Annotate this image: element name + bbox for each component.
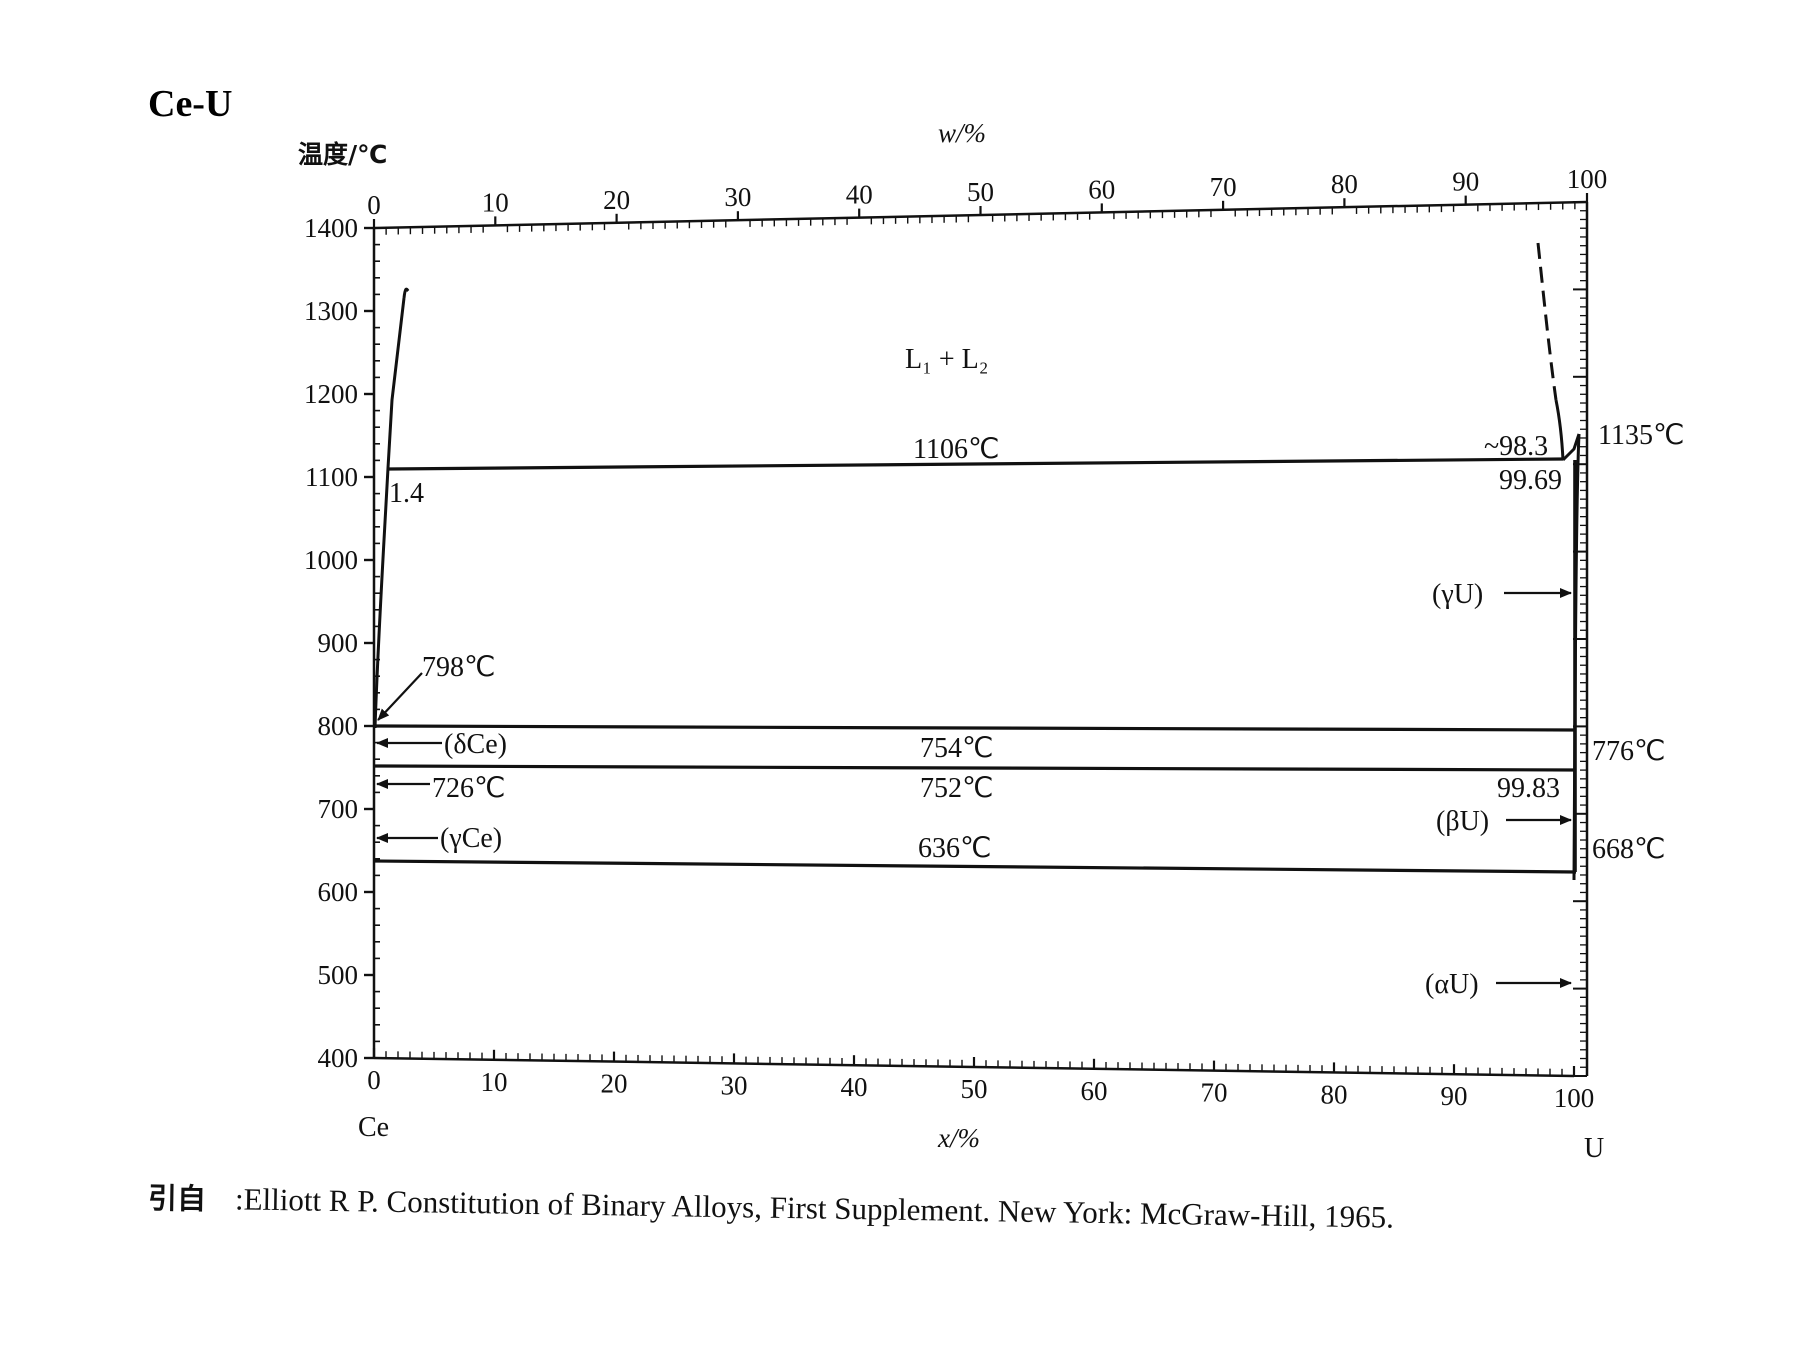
y-tick-label: 400 [318, 1043, 359, 1073]
region-l1-l2: L₁ + L₂ [905, 344, 989, 375]
label-754: 754℃ [920, 733, 993, 764]
phase-delta-ce: (δCe) [444, 729, 507, 760]
y-tick-label: 500 [318, 960, 359, 990]
bottom-tick-label: 80 [1321, 1079, 1348, 1109]
y-tick-label: 1100 [305, 462, 358, 492]
u-gap-dashed [1536, 242, 1558, 401]
phase-alpha-u: (αU) [1425, 969, 1479, 1000]
citation-text: :Elliott R P. Constitution of Binary All… [235, 1181, 1395, 1234]
y-tick-label: 800 [318, 711, 359, 741]
bottom-tick-label: 40 [841, 1072, 868, 1102]
y-tick-label: 1400 [304, 213, 358, 243]
y-axis-ticks: 1400 1300 1200 1100 1000 900 800 700 600 500 400 [304, 213, 380, 1073]
ce-liquidus-solid [373, 297, 406, 729]
label-comp-98-3: ~98.3 [1484, 431, 1548, 462]
phase-beta-u: (βU) [1436, 806, 1489, 837]
top-tick-label: 10 [482, 187, 509, 217]
top-tick-label: 50 [967, 177, 994, 207]
annotation-arrows [376, 588, 1572, 988]
label-668: 668℃ [1592, 834, 1665, 865]
top-tick-label: 60 [1088, 174, 1115, 204]
bottom-axis-ticks: 0 10 20 30 40 50 60 70 80 90 100 [367, 1048, 1594, 1113]
bottom-tick-label: 20 [601, 1069, 628, 1099]
isotherm-752 [373, 764, 1577, 772]
label-798: 798℃ [422, 652, 495, 683]
y-tick-label: 1000 [304, 545, 358, 575]
top-axis-ticks: 0 10 20 30 40 50 60 70 80 90 100 [367, 164, 1607, 235]
top-axis-label: w/% [938, 118, 986, 148]
bottom-axis-label: x/% [937, 1123, 980, 1153]
top-tick-label: 40 [846, 180, 873, 210]
plot-frame [372, 200, 1589, 1078]
label-752: 752℃ [920, 773, 993, 804]
isotherm-1106 [387, 457, 1564, 471]
element-u: U [1584, 1133, 1604, 1164]
element-ce: Ce [358, 1112, 389, 1143]
y-tick-label: 600 [318, 877, 359, 907]
bottom-tick-label: 60 [1081, 1076, 1108, 1106]
bottom-tick-label: 100 [1554, 1083, 1595, 1113]
citation-prefix: 引自 [148, 1181, 207, 1216]
bottom-tick-label: 50 [961, 1074, 988, 1104]
u-liquidus-rise [1561, 433, 1581, 462]
y-tick-label: 1200 [304, 379, 358, 409]
y-tick-label: 1300 [304, 296, 358, 326]
top-tick-label: 80 [1331, 169, 1358, 199]
u-gap-solid [1554, 399, 1565, 461]
top-tick-label: 20 [603, 185, 630, 215]
y-tick-label: 900 [318, 628, 359, 658]
bottom-tick-label: 30 [721, 1070, 748, 1100]
top-tick-label: 30 [724, 182, 751, 212]
top-tick-label: 100 [1567, 164, 1608, 194]
isotherm-754 [373, 724, 1577, 732]
top-tick-label: 0 [367, 190, 381, 220]
label-comp-99-83: 99.83 [1497, 773, 1560, 804]
diagram-title: Ce-U [148, 83, 232, 125]
label-776: 776℃ [1592, 736, 1665, 767]
label-726: 726℃ [432, 773, 505, 804]
top-tick-label: 90 [1452, 167, 1479, 197]
isotherm-636 [373, 859, 1577, 874]
bottom-tick-label: 10 [481, 1067, 508, 1097]
label-comp-99-69: 99.69 [1499, 465, 1562, 496]
phase-gamma-u: (γU) [1432, 579, 1483, 610]
label-636: 636℃ [918, 833, 991, 864]
label-comp-1-4: 1.4 [389, 478, 424, 509]
label-1106: 1106℃ [913, 434, 999, 465]
ce-liquidus-dashed [402, 287, 412, 299]
bottom-tick-label: 90 [1441, 1081, 1468, 1111]
top-tick-label: 70 [1210, 172, 1237, 202]
citation: 引自 :Elliott R P. Constitution of Binary … [148, 1181, 1395, 1235]
right-axis-ticks [1573, 201, 1587, 1077]
bottom-tick-label: 70 [1201, 1078, 1228, 1108]
label-1135: 1135℃ [1598, 420, 1684, 451]
isotherm-lines [373, 457, 1577, 874]
y-tick-label: 700 [318, 794, 359, 824]
y-axis-label: 温度/℃ [298, 140, 387, 169]
bottom-tick-label: 0 [367, 1065, 381, 1095]
arrow-798 [377, 672, 423, 721]
phase-gamma-ce: (γCe) [440, 823, 502, 854]
